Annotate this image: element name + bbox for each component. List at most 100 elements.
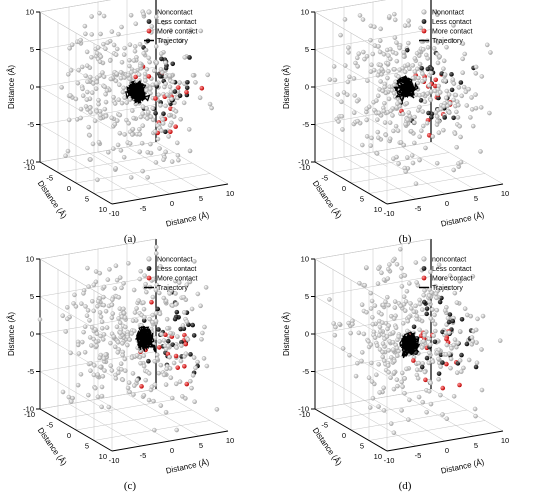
noncontact-point (427, 287, 432, 292)
noncontact-point (391, 347, 396, 352)
noncontact-point (131, 115, 136, 121)
noncontact-point (155, 136, 161, 142)
y-axis-title: Distance (Å) (36, 179, 69, 220)
more-contact-point (182, 363, 187, 369)
noncontact-point (173, 278, 178, 284)
noncontact-point (141, 363, 147, 369)
y-tick-label: 10 (99, 205, 107, 214)
noncontact-point (170, 79, 176, 85)
noncontact-point (99, 384, 105, 390)
noncontact-point (470, 338, 476, 344)
noncontact-point (395, 101, 400, 106)
noncontact-point (437, 276, 443, 281)
x-tick-label: 5 (199, 441, 203, 450)
noncontact-point (93, 385, 98, 391)
more-contact-point (153, 96, 158, 101)
noncontact-point (346, 50, 351, 55)
noncontact-point (88, 74, 93, 80)
noncontact-point (101, 337, 106, 342)
noncontact-point (175, 153, 181, 158)
noncontact-point (374, 343, 380, 348)
noncontact-point (113, 376, 119, 381)
noncontact-point (178, 117, 183, 122)
noncontact-point (177, 80, 182, 85)
less-contact-point (425, 66, 431, 72)
noncontact-point (345, 92, 350, 98)
z-tick-label: -5 (302, 120, 309, 129)
noncontact-point (92, 118, 98, 124)
less-contact-point (170, 61, 176, 67)
noncontact-point (402, 69, 408, 75)
more-contact-point (163, 332, 168, 337)
noncontact-point (359, 358, 364, 364)
noncontact-point (420, 71, 425, 77)
noncontact-point (380, 354, 386, 360)
noncontact-point (397, 45, 402, 51)
noncontact-point (113, 52, 119, 57)
noncontact-point (447, 110, 452, 115)
noncontact-point (469, 107, 475, 112)
noncontact-point (457, 329, 463, 334)
noncontact-point (166, 134, 171, 139)
noncontact-point (174, 427, 179, 433)
noncontact-point (119, 100, 125, 106)
noncontact-point (462, 306, 468, 311)
noncontact-point (101, 294, 106, 300)
noncontact-point (427, 389, 432, 394)
noncontact-point (137, 41, 143, 47)
wall-gridline (39, 313, 157, 335)
noncontact-point (166, 113, 172, 118)
y-tick-label: 5 (85, 195, 89, 204)
noncontact-point (86, 124, 92, 130)
noncontact-point (102, 84, 107, 89)
noncontact-point (411, 120, 417, 125)
noncontact-point (376, 110, 382, 116)
y-tick-label: -10 (299, 163, 310, 172)
noncontact-point (417, 301, 423, 307)
noncontact-point (128, 175, 134, 180)
noncontact-point (407, 397, 412, 403)
noncontact-point (435, 60, 441, 66)
noncontact-point (108, 340, 113, 346)
noncontact-point (403, 169, 408, 174)
noncontact-point (400, 111, 406, 117)
less-contact-point (153, 111, 158, 116)
more-contact-point (432, 83, 438, 89)
noncontact-point (362, 56, 367, 62)
noncontact-point (458, 134, 463, 140)
legend: Noncontact Less contact More contact Trajec… (144, 256, 198, 292)
noncontact-point (169, 159, 175, 164)
noncontact-point (108, 363, 114, 368)
noncontact-point (425, 56, 431, 61)
noncontact-point (368, 306, 374, 311)
y-axis-title: Distance (Å) (311, 179, 344, 220)
noncontact-point (60, 389, 66, 395)
less-contact-point (174, 309, 180, 315)
noncontact-point (93, 327, 98, 332)
noncontact-point (383, 132, 389, 138)
x-tick-label: 0 (445, 446, 449, 455)
legend-label: More contact (432, 29, 473, 36)
noncontact-point (84, 97, 90, 102)
noncontact-point (474, 360, 480, 366)
noncontact-point (95, 304, 100, 309)
panel-label: (d) (399, 480, 412, 492)
noncontact-point (108, 76, 114, 82)
z-tick-label: 10 (26, 8, 34, 17)
noncontact-point (130, 108, 135, 113)
noncontact-point (413, 303, 418, 309)
noncontact-point (441, 66, 446, 72)
noncontact-point (161, 20, 167, 26)
noncontact-point (395, 383, 400, 389)
noncontact-point (133, 44, 138, 49)
y-tick-label: 0 (67, 184, 71, 193)
noncontact-point (107, 267, 112, 272)
noncontact-point (432, 46, 437, 51)
noncontact-point (389, 421, 394, 426)
box-edge (39, 238, 157, 260)
noncontact-point (388, 46, 393, 52)
noncontact-point (141, 300, 146, 305)
less-contact-point (159, 56, 164, 62)
x-tick-label: -5 (140, 204, 147, 213)
noncontact-point (438, 364, 443, 369)
